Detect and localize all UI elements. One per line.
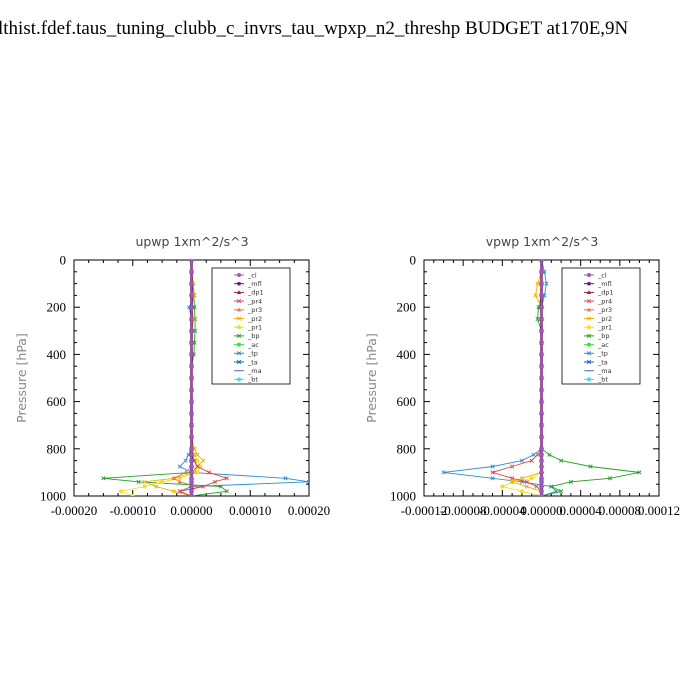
legend-item: _ma [584, 367, 612, 375]
legend-box [561, 267, 641, 385]
x-tick-label: 0.00010 [229, 503, 271, 518]
legend-item: _pr4 [584, 297, 612, 305]
y-tick-label: 1000 [390, 489, 416, 504]
legend-item: _tp [234, 350, 258, 358]
series-cl [539, 260, 544, 496]
y-tick-label: 800 [47, 441, 67, 456]
y-tick-label: 0 [60, 253, 67, 268]
x-tick-label: 0.00000 [170, 503, 212, 518]
x-tick-label: 0.00020 [288, 503, 330, 518]
y-tick-label: 1000 [40, 489, 66, 504]
chart-title: vpwp 1xm^2/s^3 [486, 234, 599, 249]
legend-label: _bp [247, 332, 260, 340]
page-title: lthist.fdef.taus_tuning_clubb_c_invrs_ta… [0, 18, 629, 39]
legend-label: _pr3 [597, 306, 612, 314]
y-tick-label: 0 [410, 253, 417, 268]
legend-label: _tp [247, 350, 258, 358]
y-tick-label: 800 [397, 441, 417, 456]
legend-label: _ma [597, 367, 612, 375]
x-tick-label: -0.00012 [401, 503, 448, 518]
legend-label: _cl [597, 271, 607, 279]
legend-label: _dp1 [247, 289, 264, 297]
legend-item: _bt [234, 376, 258, 384]
legend-item: _mfl [234, 280, 262, 288]
legend-item: _pr3 [584, 306, 612, 314]
legend-item: _pr1 [234, 324, 262, 332]
x-tick-label: 0.00004 [560, 503, 603, 518]
legend-box [211, 267, 291, 385]
legend-item: _ma [234, 367, 262, 375]
legend-label: _mfl [597, 280, 612, 288]
chart-panel-2: vpwp 1xm^2/s^3 Pressure [hPa] 0 200 400 600 80… [364, 234, 680, 518]
legend-item: _ac [584, 341, 609, 349]
legend-label: _ac [247, 341, 259, 349]
chart-title: upwp 1xm^2/s^3 [135, 234, 248, 249]
legend-item: _ac [234, 341, 259, 349]
legend-label: _mfl [247, 280, 262, 288]
legend-label: _ac [597, 341, 609, 349]
series-line [510, 260, 542, 496]
legend-label: _pr2 [597, 315, 612, 323]
legend-item: _pr1 [584, 324, 612, 332]
y-tick-label: 600 [47, 394, 67, 409]
legend-item: _dp1 [234, 289, 264, 297]
chart-panel-1: upwp 1xm^2/s^3 Pressure [hPa] 0 200 400 600 80… [14, 234, 330, 518]
series-bp [101, 260, 229, 496]
legend-item: _pr2 [584, 315, 612, 323]
series-cl [189, 260, 194, 496]
y-tick-label: 400 [47, 347, 67, 362]
legend-item: _ta [234, 358, 258, 366]
series-line [119, 260, 201, 496]
legend-label: _pr4 [597, 297, 612, 305]
y-tick-label: 400 [397, 347, 417, 362]
x-tick-label: -0.00010 [109, 503, 156, 518]
legend: _cl_mfl_dp1_pr4_pr3_pr2_pr1_bp_ac_tp_ta_… [561, 267, 641, 385]
x-tick-label: 0.00012 [638, 503, 680, 518]
legend-label: _bp [597, 332, 610, 340]
x-tick-label: -0.00004 [479, 503, 526, 518]
y-axis-label: Pressure [hPa] [14, 333, 29, 423]
legend-item: _cl [234, 271, 257, 279]
legend-item: _bp [584, 332, 610, 340]
legend-item: _ta [584, 358, 608, 366]
legend-item: _mfl [584, 280, 612, 288]
legend-label: _tp [597, 350, 608, 358]
legend-label: _pr4 [247, 297, 262, 305]
legend-label: _pr1 [247, 324, 262, 332]
legend-item: _tp [584, 350, 608, 358]
legend-label: _bt [597, 376, 608, 384]
series-line [103, 260, 228, 496]
y-axis-label: Pressure [hPa] [364, 333, 379, 423]
series-line [490, 260, 542, 496]
legend-item: _cl [584, 271, 607, 279]
legend-item: _dp1 [584, 289, 614, 297]
x-tick-label: 0.00008 [599, 503, 641, 518]
legend-label: _ma [247, 367, 262, 375]
y-tick-label: 200 [47, 300, 67, 315]
legend-label: _ta [247, 358, 258, 366]
y-tick-label: 200 [397, 300, 417, 315]
legend-label: _pr2 [247, 315, 262, 323]
legend: _cl_mfl_dp1_pr4_pr3_pr2_pr1_bp_ac_tp_ta_… [211, 267, 291, 385]
legend-item: _bp [234, 332, 260, 340]
legend-label: _pr3 [247, 306, 262, 314]
legend-item: _pr3 [234, 306, 262, 314]
x-tick-label: 0.00000 [520, 503, 562, 518]
legend-item: _pr4 [234, 297, 262, 305]
legend-label: _dp1 [597, 289, 614, 297]
x-tick-label: -0.00020 [51, 503, 98, 518]
legend-label: _pr1 [597, 324, 612, 332]
legend-label: _cl [247, 271, 257, 279]
legend-item: _pr2 [234, 315, 262, 323]
legend-label: _bt [247, 376, 258, 384]
x-tick-label: -0.00008 [440, 503, 487, 518]
y-tick-label: 600 [397, 394, 417, 409]
legend-item: _bt [584, 376, 608, 384]
legend-label: _ta [597, 358, 608, 366]
